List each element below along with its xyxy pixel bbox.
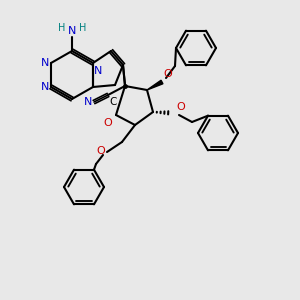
Text: N: N bbox=[40, 82, 49, 92]
Text: O: O bbox=[176, 102, 185, 112]
Text: N: N bbox=[40, 58, 49, 68]
Text: O: O bbox=[103, 118, 112, 128]
Text: H: H bbox=[58, 23, 65, 33]
Text: H: H bbox=[79, 23, 86, 33]
Text: C: C bbox=[109, 97, 116, 107]
Text: N: N bbox=[94, 66, 102, 76]
Text: O: O bbox=[163, 69, 172, 79]
Polygon shape bbox=[147, 80, 163, 90]
Text: N: N bbox=[84, 97, 92, 107]
Text: N: N bbox=[68, 26, 76, 36]
Text: O: O bbox=[96, 146, 105, 156]
